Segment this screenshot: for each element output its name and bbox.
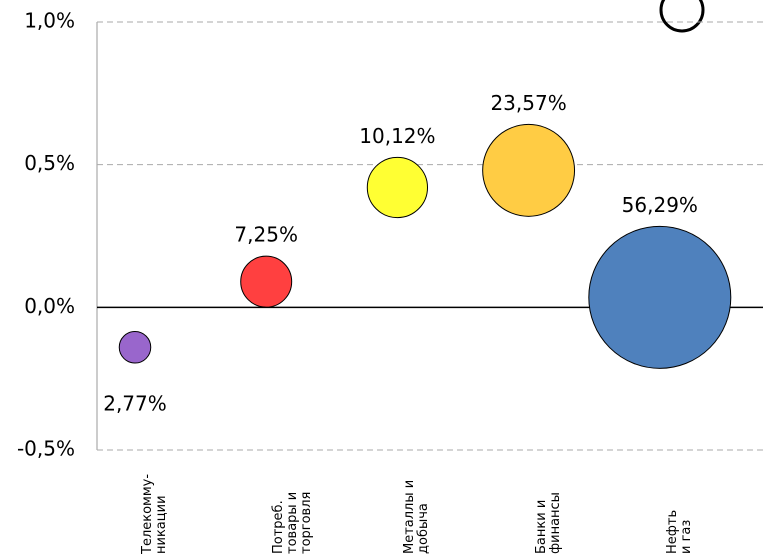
data-label: 7,25% bbox=[234, 223, 298, 247]
x-tick-label: Металлы и добыча bbox=[402, 479, 432, 554]
y-tick-label: 1,0% bbox=[24, 9, 75, 33]
y-tick-label: 0,5% bbox=[24, 151, 75, 175]
decoration bbox=[659, 0, 705, 33]
y-tick-label: 0,0% bbox=[24, 294, 75, 318]
x-tick-label: Нефть и газ bbox=[664, 509, 694, 554]
data-label: 10,12% bbox=[359, 124, 435, 148]
x-tick-label: Банки и финансы bbox=[533, 492, 563, 554]
bubble bbox=[366, 156, 429, 219]
data-label: 2,77% bbox=[103, 392, 167, 416]
bubble bbox=[118, 331, 152, 364]
bubble bbox=[482, 123, 576, 217]
bubble bbox=[240, 255, 293, 308]
x-tick-label: Потреб. товары и торговля bbox=[271, 491, 315, 554]
x-tick-label: Телекомму- никации bbox=[140, 473, 169, 554]
data-label: 56,29% bbox=[622, 193, 698, 217]
data-label: 23,57% bbox=[490, 91, 566, 115]
y-tick-label: -0,5% bbox=[17, 437, 75, 461]
bubble bbox=[588, 225, 732, 369]
